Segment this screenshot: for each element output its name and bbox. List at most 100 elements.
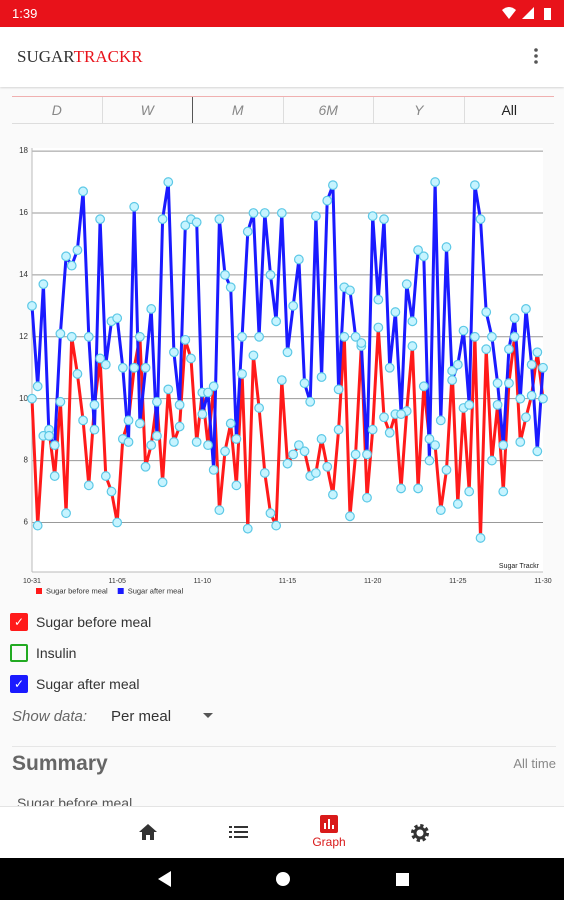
data-point	[271, 520, 282, 531]
data-point	[220, 446, 230, 457]
system-nav-buttons	[158, 871, 409, 887]
data-point	[72, 245, 83, 256]
data-point	[225, 282, 236, 293]
data-point	[237, 331, 247, 342]
data-point	[174, 399, 185, 410]
data-point	[61, 251, 71, 262]
data-point	[32, 520, 43, 531]
range-tab[interactable]: W	[101, 97, 193, 123]
chart: 6 8 10 12 14 16 18 10-31 11-05 11-10 11-15 11-20 11-…	[19, 146, 552, 595]
menu-button[interactable]	[532, 47, 540, 67]
data-point	[333, 424, 344, 435]
data-point	[328, 489, 338, 500]
data-point	[401, 279, 412, 290]
data-point	[163, 384, 174, 395]
range-tab[interactable]: M	[192, 97, 283, 123]
data-point	[83, 480, 94, 491]
data-point	[95, 353, 106, 364]
data-point	[310, 211, 321, 221]
data-point	[265, 269, 276, 280]
data-point	[452, 499, 463, 509]
data-point	[293, 440, 304, 451]
data-point	[430, 440, 441, 451]
option-label: Sugar before meal	[36, 613, 152, 630]
data-point	[140, 362, 151, 373]
show-data-dropdown[interactable]: Per meal	[111, 708, 221, 725]
data-point	[152, 430, 162, 441]
data-point	[515, 393, 526, 404]
data-point	[152, 396, 162, 407]
data-point	[106, 486, 117, 497]
data-point	[413, 245, 423, 256]
data-point	[350, 449, 361, 460]
nav-settings[interactable]	[410, 823, 430, 843]
data-point	[169, 437, 179, 447]
data-point	[532, 347, 543, 358]
data-point	[282, 347, 293, 358]
option-row[interactable]: Insulin	[10, 637, 550, 668]
range-tab[interactable]: All	[463, 97, 555, 123]
checkbox[interactable]	[10, 643, 28, 662]
data-point	[492, 378, 503, 389]
range-tab[interactable]: Y	[373, 97, 464, 123]
nav-graph[interactable]: Graph	[300, 815, 358, 849]
data-point	[487, 331, 497, 342]
data-point	[203, 440, 213, 451]
data-point	[504, 344, 514, 355]
data-point	[242, 523, 253, 534]
range-tab[interactable]: 6M	[282, 97, 374, 123]
y-tick-label: 12	[19, 332, 28, 341]
data-point	[27, 300, 37, 311]
data-point	[328, 180, 338, 191]
data-point	[83, 331, 94, 342]
data-point	[55, 328, 66, 339]
data-point	[293, 254, 304, 265]
divider	[12, 746, 556, 747]
checkbox[interactable]: ✓	[10, 612, 28, 631]
data-point	[316, 372, 327, 382]
data-point	[373, 294, 384, 305]
y-tick-label: 18	[19, 146, 28, 155]
dropdown-value: Per meal	[111, 708, 172, 725]
data-point	[418, 381, 429, 392]
data-point	[288, 300, 299, 311]
data-point	[532, 446, 543, 457]
data-point	[100, 471, 111, 481]
nav-list[interactable]	[229, 825, 249, 839]
option-row[interactable]: ✓ Sugar after meal	[10, 668, 550, 699]
data-point	[469, 180, 480, 191]
data-point	[509, 331, 520, 342]
y-tick-label: 8	[24, 456, 29, 465]
range-tabs: D W M 6M Y All	[12, 96, 554, 124]
data-point	[322, 195, 333, 206]
app-title: SUGARTRACKR	[17, 47, 143, 67]
data-point	[299, 446, 310, 457]
nav-home[interactable]	[138, 823, 158, 841]
data-point	[100, 359, 111, 370]
data-point	[38, 279, 49, 290]
system-nav	[0, 858, 564, 900]
data-point	[129, 362, 140, 373]
data-point	[140, 461, 151, 472]
data-point	[259, 208, 270, 218]
data-point	[66, 260, 77, 271]
data-point	[435, 505, 446, 516]
data-point	[310, 468, 321, 478]
data-point	[379, 214, 389, 225]
data-point	[27, 393, 37, 404]
x-tick-label: 11-30	[534, 578, 551, 585]
data-point	[89, 399, 100, 410]
data-point	[509, 313, 520, 324]
data-point	[129, 201, 140, 212]
data-point	[430, 177, 441, 187]
chart-watermark: Sugar Trackr	[499, 563, 540, 570]
summary-range: All time	[513, 756, 556, 771]
data-point	[72, 369, 83, 379]
data-point	[214, 214, 225, 225]
checkbox[interactable]: ✓	[10, 674, 28, 693]
option-row[interactable]: ✓ Sugar before meal	[10, 606, 550, 637]
range-tab[interactable]: D	[51, 102, 62, 118]
data-point	[362, 449, 372, 460]
y-tick-label: 14	[19, 270, 28, 279]
